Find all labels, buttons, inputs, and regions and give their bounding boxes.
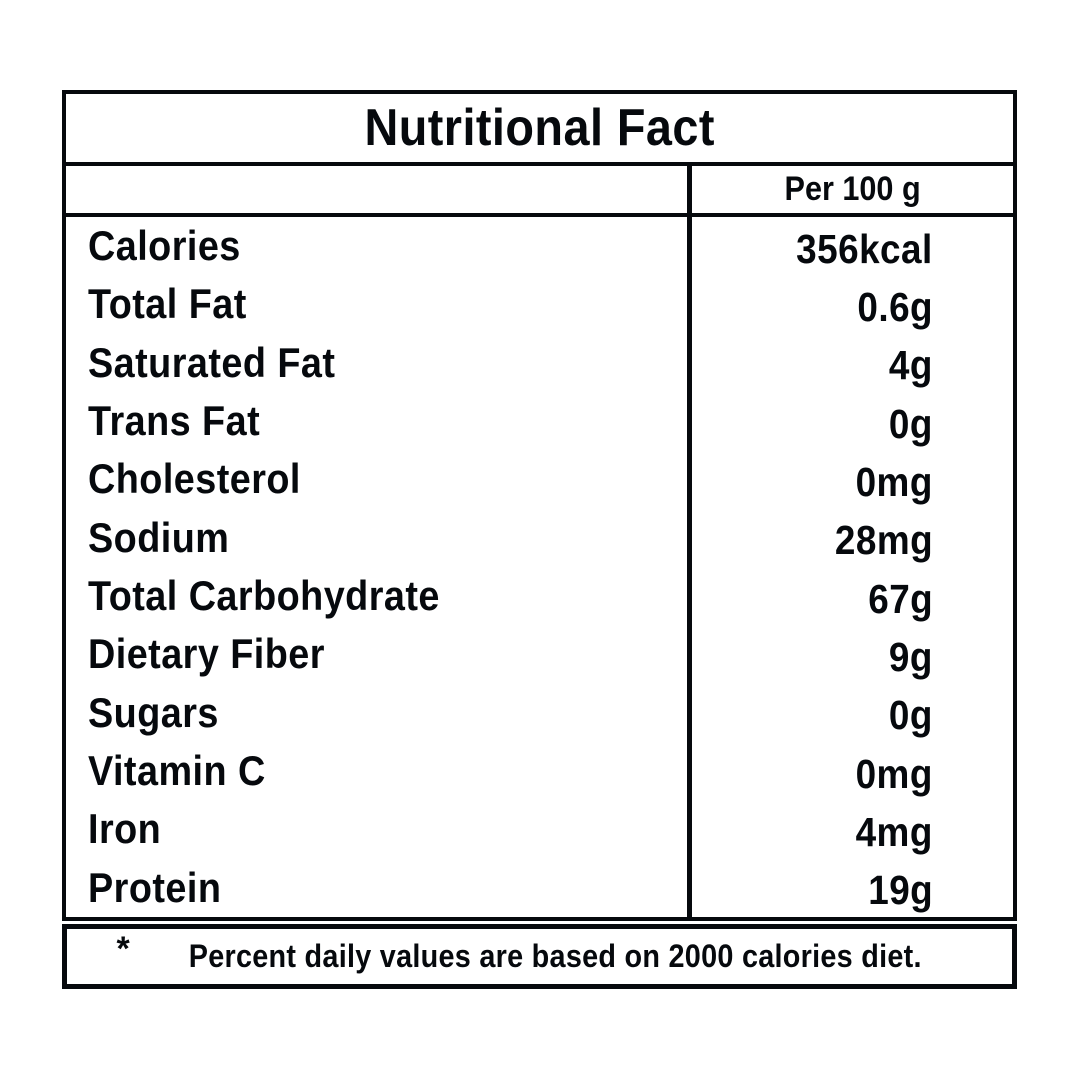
nutrient-label-cell: Dietary Fiber <box>66 625 687 683</box>
per-100g-header-label: Per 100 g <box>784 170 921 208</box>
nutrient-label: Total Carbohydrate <box>88 572 440 620</box>
nutrient-value-cell: 67g <box>687 566 1013 626</box>
nutrient-value-cell: 0g <box>687 683 1013 742</box>
nutrient-value-cell: 4mg <box>687 800 1013 859</box>
per-100g-header-cell: Per 100 g <box>687 166 1013 213</box>
footnote-box: * Percent daily values are based on 2000… <box>62 924 1017 989</box>
nutrient-value: 19g <box>868 867 933 914</box>
nutrient-rows: Calories 356kcal Total Fat 0.6g Saturated Fa… <box>66 217 1013 917</box>
footnote-text: Percent daily values are based on 2000 c… <box>188 938 922 974</box>
nutrient-value-cell: 0.6g <box>687 275 1013 334</box>
nutrient-label: Sugars <box>88 688 219 736</box>
title-row: Nutritional Fact <box>66 94 1013 166</box>
nutrient-label-cell: Total Carbohydrate <box>66 567 687 625</box>
nutrient-label-cell: Total Fat <box>66 275 687 333</box>
nutrient-value: 67g <box>868 575 933 622</box>
nutrient-label: Cholesterol <box>88 455 301 503</box>
nutrient-value: 356kcal <box>796 225 933 272</box>
nutrient-value: 0g <box>889 400 933 447</box>
table-row: Saturated Fat 4g <box>66 333 1013 392</box>
nutrient-label-cell: Trans Fat <box>66 392 687 450</box>
nutrient-value: 4mg <box>855 808 933 855</box>
table-row: Total Fat 0.6g <box>66 275 1013 334</box>
nutrient-value-cell: 19g <box>687 858 1013 917</box>
table-row: Iron 4mg <box>66 800 1013 859</box>
table-row: Calories 356kcal <box>66 217 1013 276</box>
nutrient-value: 4g <box>889 342 933 389</box>
table-row: Sugars 0g <box>66 683 1013 742</box>
header-spacer-cell <box>66 166 687 213</box>
table-row: Protein 19g <box>66 858 1013 917</box>
nutrient-value: 9g <box>889 633 933 680</box>
nutrient-value: 0mg <box>855 750 933 797</box>
nutrient-value: 0mg <box>855 458 933 505</box>
nutrient-label: Protein <box>88 863 222 911</box>
nutrient-value-cell: 356kcal <box>687 217 1013 276</box>
nutrient-label-cell: Sugars <box>66 684 687 742</box>
table-row: Cholesterol 0mg <box>66 450 1013 509</box>
nutrient-value-cell: 0g <box>687 391 1013 451</box>
nutrient-value: 0.6g <box>857 283 933 330</box>
nutrient-label: Saturated Fat <box>88 338 336 386</box>
nutrient-label-cell: Cholesterol <box>66 450 687 508</box>
footnote-asterisk: * <box>116 930 130 968</box>
nutrient-label-cell: Iron <box>66 800 687 858</box>
nutrient-value-cell: 0mg <box>687 450 1013 509</box>
nutrition-table: Nutritional Fact Per 100 g Calories 356kc… <box>62 90 1017 921</box>
nutrient-value-cell: 9g <box>687 625 1013 684</box>
nutrient-label-cell: Protein <box>66 859 687 917</box>
nutrient-label: Total Fat <box>88 280 247 328</box>
nutrient-label: Vitamin C <box>88 747 266 795</box>
column-header-row: Per 100 g <box>66 166 1013 217</box>
nutrient-label: Calories <box>88 222 241 270</box>
nutrient-value-cell: 28mg <box>687 508 1013 567</box>
nutrient-label: Sodium <box>88 513 230 561</box>
nutrient-value: 28mg <box>834 517 933 564</box>
nutrient-label-cell: Sodium <box>66 509 687 567</box>
nutrient-label: Trans Fat <box>88 397 261 445</box>
nutrient-value-cell: 4g <box>687 333 1013 392</box>
nutrient-label-cell: Vitamin C <box>66 742 687 800</box>
table-row: Vitamin C 0mg <box>66 741 1013 801</box>
nutrient-value: 0g <box>889 692 933 739</box>
table-row: Dietary Fiber 9g <box>66 625 1013 684</box>
table-row: Total Carbohydrate 67g <box>66 566 1013 626</box>
nutrient-label-cell: Saturated Fat <box>66 334 687 392</box>
page-title: Nutritional Fact <box>364 99 715 157</box>
table-row: Sodium 28mg <box>66 508 1013 567</box>
nutrient-label-cell: Calories <box>66 217 687 275</box>
nutrient-value-cell: 0mg <box>687 741 1013 801</box>
nutrient-label: Iron <box>88 805 162 853</box>
table-row: Trans Fat 0g <box>66 391 1013 451</box>
nutrient-label: Dietary Fiber <box>88 630 325 678</box>
